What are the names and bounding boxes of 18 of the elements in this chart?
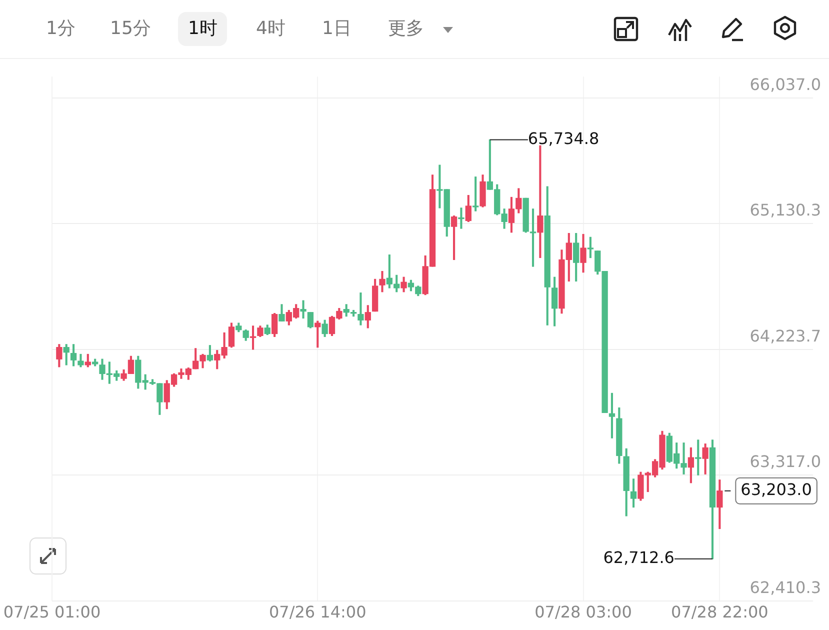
x-tick-label: 07/25 01:00 <box>3 602 101 622</box>
annotation: 62,712.6 <box>603 548 674 568</box>
x-tick-label: 07/26 14:00 <box>268 602 366 622</box>
text: 1时 <box>178 12 228 46</box>
annotation: 63,203.0 <box>740 480 812 500</box>
annotation: 65,734.8 <box>528 128 600 148</box>
y-tick-label: 64,223.7 <box>750 326 821 346</box>
text: 1日 <box>321 17 352 41</box>
y-tick-label: 63,317.0 <box>750 452 821 472</box>
y-tick-label: 66,037.0 <box>750 74 821 94</box>
text: 1分 <box>45 17 76 41</box>
y-tick-label: 65,130.3 <box>750 200 821 220</box>
x-tick-label: 07/28 03:00 <box>534 602 632 622</box>
x-tick-label: 07/28 22:00 <box>671 602 768 622</box>
text: 4时 <box>255 17 286 41</box>
text: 15分 <box>109 17 152 41</box>
y-tick-label: 62,410.3 <box>750 578 821 597</box>
text: 更多 <box>387 17 425 41</box>
